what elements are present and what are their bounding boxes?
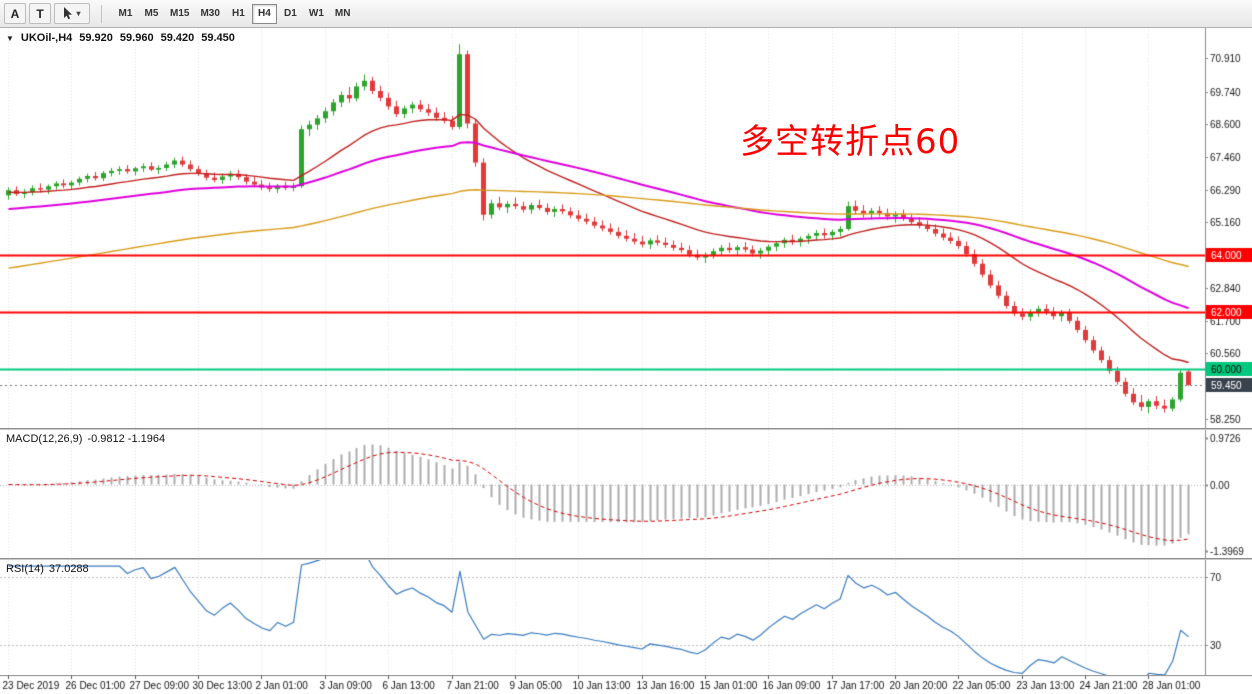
collapse-triangle-icon[interactable]: ▼	[6, 33, 14, 43]
panel-divider[interactable]	[0, 558, 1252, 560]
timeframe-h4[interactable]: H4	[251, 3, 277, 24]
timeframe-d1[interactable]: D1	[284, 8, 297, 19]
ohlc-low: 59.420	[160, 32, 195, 44]
symbol-timeframe-label: UKOil-,H4	[20, 32, 73, 44]
toolbar: A T ▾ M1 M5 M15 M30 H1 H4 D1 W1 MN	[0, 0, 1252, 28]
chart-window: ▼ UKOil-,H4 59.920 59.960 59.420 59.450 …	[0, 28, 1252, 694]
time-axis[interactable]	[0, 675, 1252, 694]
timeframe-mn[interactable]: MN	[334, 8, 351, 19]
timeframe-m5[interactable]: M5	[144, 8, 159, 19]
symbol-info: ▼ UKOil-,H4 59.920 59.960 59.420 59.450	[6, 32, 235, 44]
timeframe-m1[interactable]: M1	[118, 8, 133, 19]
price-chart-canvas[interactable]	[0, 28, 1252, 428]
rsi-panel-canvas[interactable]	[0, 560, 1252, 675]
toolbar-separator	[101, 4, 102, 23]
macd-values: -0.9812 -1.1964	[87, 433, 166, 445]
timeframe-m15[interactable]: M15	[170, 8, 190, 19]
timeframe-h1[interactable]: H1	[232, 8, 245, 19]
ohlc-open: 59.920	[79, 32, 113, 44]
macd-name: MACD(12,26,9)	[6, 433, 83, 445]
rsi-indicator-label: RSI(14) 37.0288	[6, 563, 89, 575]
timeframe-m30[interactable]: M30	[200, 8, 220, 19]
chart-annotation-text[interactable]: 多空转折点60	[740, 122, 961, 162]
timeframe-w1[interactable]: W1	[308, 8, 324, 19]
cursor-tool-button[interactable]: ▾	[54, 3, 90, 24]
macd-panel-canvas[interactable]	[0, 430, 1252, 558]
ohlc-high: 59.960	[119, 32, 154, 44]
timeframe-buttons: M1 M5 M15 M30 H1 H4 D1 W1 MN	[113, 3, 355, 24]
rsi-value: 37.0288	[48, 563, 89, 575]
cursor-icon	[64, 7, 73, 20]
rsi-name: RSI(14)	[6, 563, 44, 575]
dropdown-caret-icon: ▾	[76, 9, 81, 18]
panel-divider[interactable]	[0, 428, 1252, 430]
text-tool-button[interactable]: T	[29, 3, 51, 24]
macd-indicator-label: MACD(12,26,9) -0.9812 -1.1964	[6, 433, 165, 445]
ohlc-close: 59.450	[201, 32, 235, 44]
arrow-tool-button[interactable]: A	[4, 3, 26, 24]
